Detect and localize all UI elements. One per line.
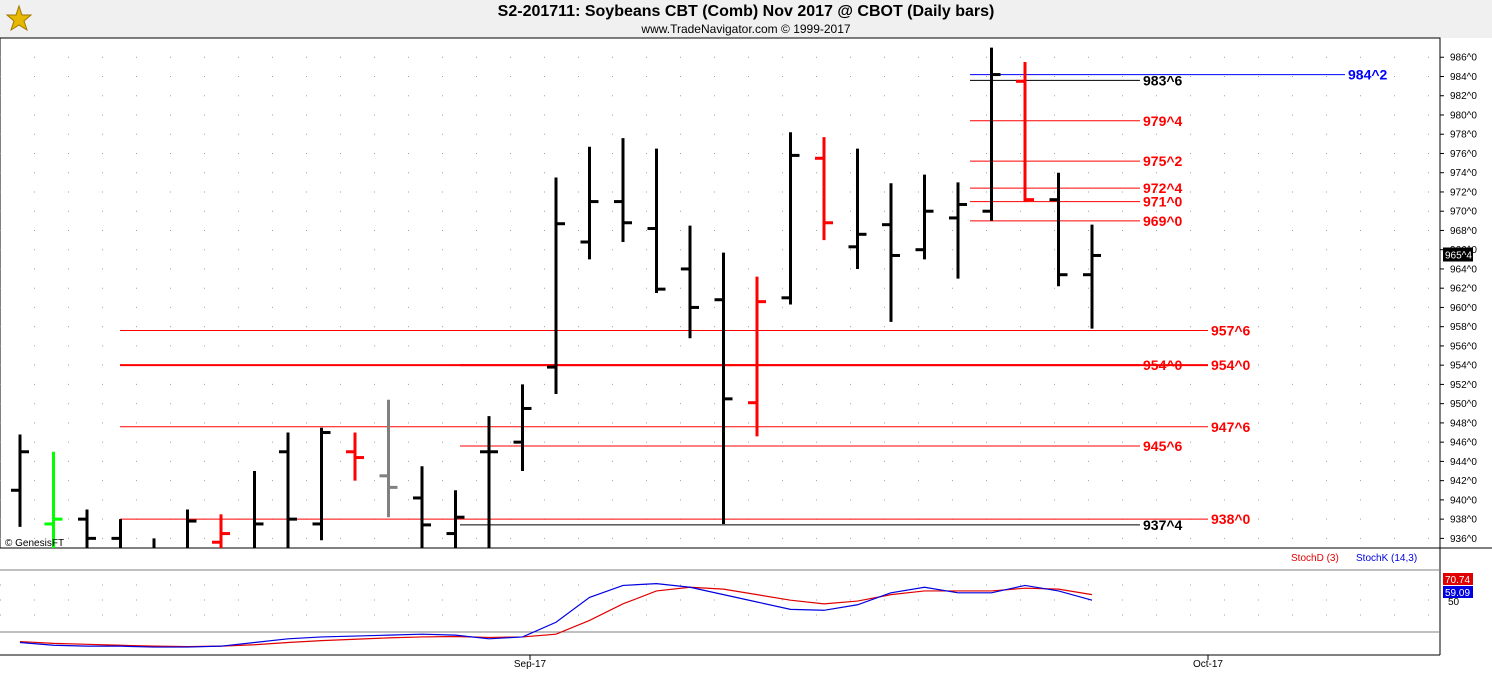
y-tick-label: 946^0 <box>1450 438 1477 449</box>
y-tick-label: 960^0 <box>1450 303 1477 314</box>
level-label: 971^0 <box>1143 194 1183 210</box>
y-tick-label: 942^0 <box>1450 476 1477 487</box>
ohlc-bars <box>11 47 1101 548</box>
y-tick-label: 952^0 <box>1450 380 1477 391</box>
level-label: 938^0 <box>1211 511 1251 527</box>
y-tick-label: 984^0 <box>1450 72 1477 83</box>
y-tick-label: 936^0 <box>1450 534 1477 545</box>
level-label: 954^0 <box>1143 357 1183 373</box>
y-tick-label: 944^0 <box>1450 457 1477 468</box>
x-tick-label: Oct-17 <box>1193 659 1223 670</box>
level-label: 975^2 <box>1143 153 1183 169</box>
stochK-line <box>19 582 1093 648</box>
chart-subtitle: www.TradeNavigator.com © 1999-2017 <box>641 22 851 36</box>
current-price-box <box>1443 247 1473 262</box>
y-tick-label: 978^0 <box>1450 130 1477 141</box>
stochD-value: 70.74 <box>1445 575 1470 586</box>
stochK-value-box <box>1443 586 1473 598</box>
y-tick-label: 972^0 <box>1450 187 1477 198</box>
y-tick-label: 974^0 <box>1450 168 1477 179</box>
y-tick-label: 964^0 <box>1450 264 1477 275</box>
stoch-axis-label: 50 <box>1448 597 1460 608</box>
y-tick-label: 940^0 <box>1450 495 1477 506</box>
y-tick-label: 948^0 <box>1450 418 1477 429</box>
chart-title: S2-201711: Soybeans CBT (Comb) Nov 2017 … <box>497 3 995 20</box>
stochK-value: 59.09 <box>1445 588 1470 599</box>
y-tick-label: 954^0 <box>1450 361 1477 372</box>
level-label: 947^6 <box>1211 419 1251 435</box>
stochD-line <box>19 586 1093 648</box>
level-label: 984^2 <box>1348 67 1388 83</box>
stochD-value-box <box>1443 573 1473 585</box>
y-tick-label: 968^0 <box>1450 226 1477 237</box>
y-tick-label: 950^0 <box>1450 399 1477 410</box>
level-label: 954^0 <box>1211 357 1251 373</box>
price-axis: 936^0 938^0 940^0 942^0 944^0 946^0 948^0 950^0… <box>1440 53 1477 545</box>
y-tick-label: 956^0 <box>1450 341 1477 352</box>
level-label: 983^6 <box>1143 72 1183 88</box>
y-tick-label: 958^0 <box>1450 322 1477 333</box>
y-tick-label: 982^0 <box>1450 91 1477 102</box>
level-label: 937^4 <box>1143 517 1183 533</box>
y-tick-label: 980^0 <box>1450 110 1477 121</box>
y-tick-label: 970^0 <box>1450 207 1477 218</box>
watermark: © GenesisFT <box>5 538 64 549</box>
level-label: 969^0 <box>1143 213 1183 229</box>
level-label: 979^4 <box>1143 113 1183 129</box>
x-tick-label: Sep-17 <box>514 659 547 670</box>
date-axis: Sep-17 Oct-17 <box>514 655 1223 670</box>
y-tick-label: 962^0 <box>1450 284 1477 295</box>
current-price-label: 965^4 <box>1445 251 1472 262</box>
stochK-legend: StochK (14,3) <box>1356 553 1417 564</box>
y-tick-label: 938^0 <box>1450 515 1477 526</box>
y-tick-label: 986^0 <box>1450 53 1477 64</box>
level-label: 957^6 <box>1211 323 1251 339</box>
level-label: 972^4 <box>1143 180 1183 196</box>
level-label: 945^6 <box>1143 438 1183 454</box>
grid <box>0 37 1492 656</box>
y-tick-label: 976^0 <box>1450 149 1477 160</box>
logo-icon <box>4 3 34 33</box>
chart-header: S2-201711: Soybeans CBT (Comb) Nov 2017 … <box>0 0 1492 38</box>
stochD-legend: StochD (3) <box>1291 553 1339 564</box>
